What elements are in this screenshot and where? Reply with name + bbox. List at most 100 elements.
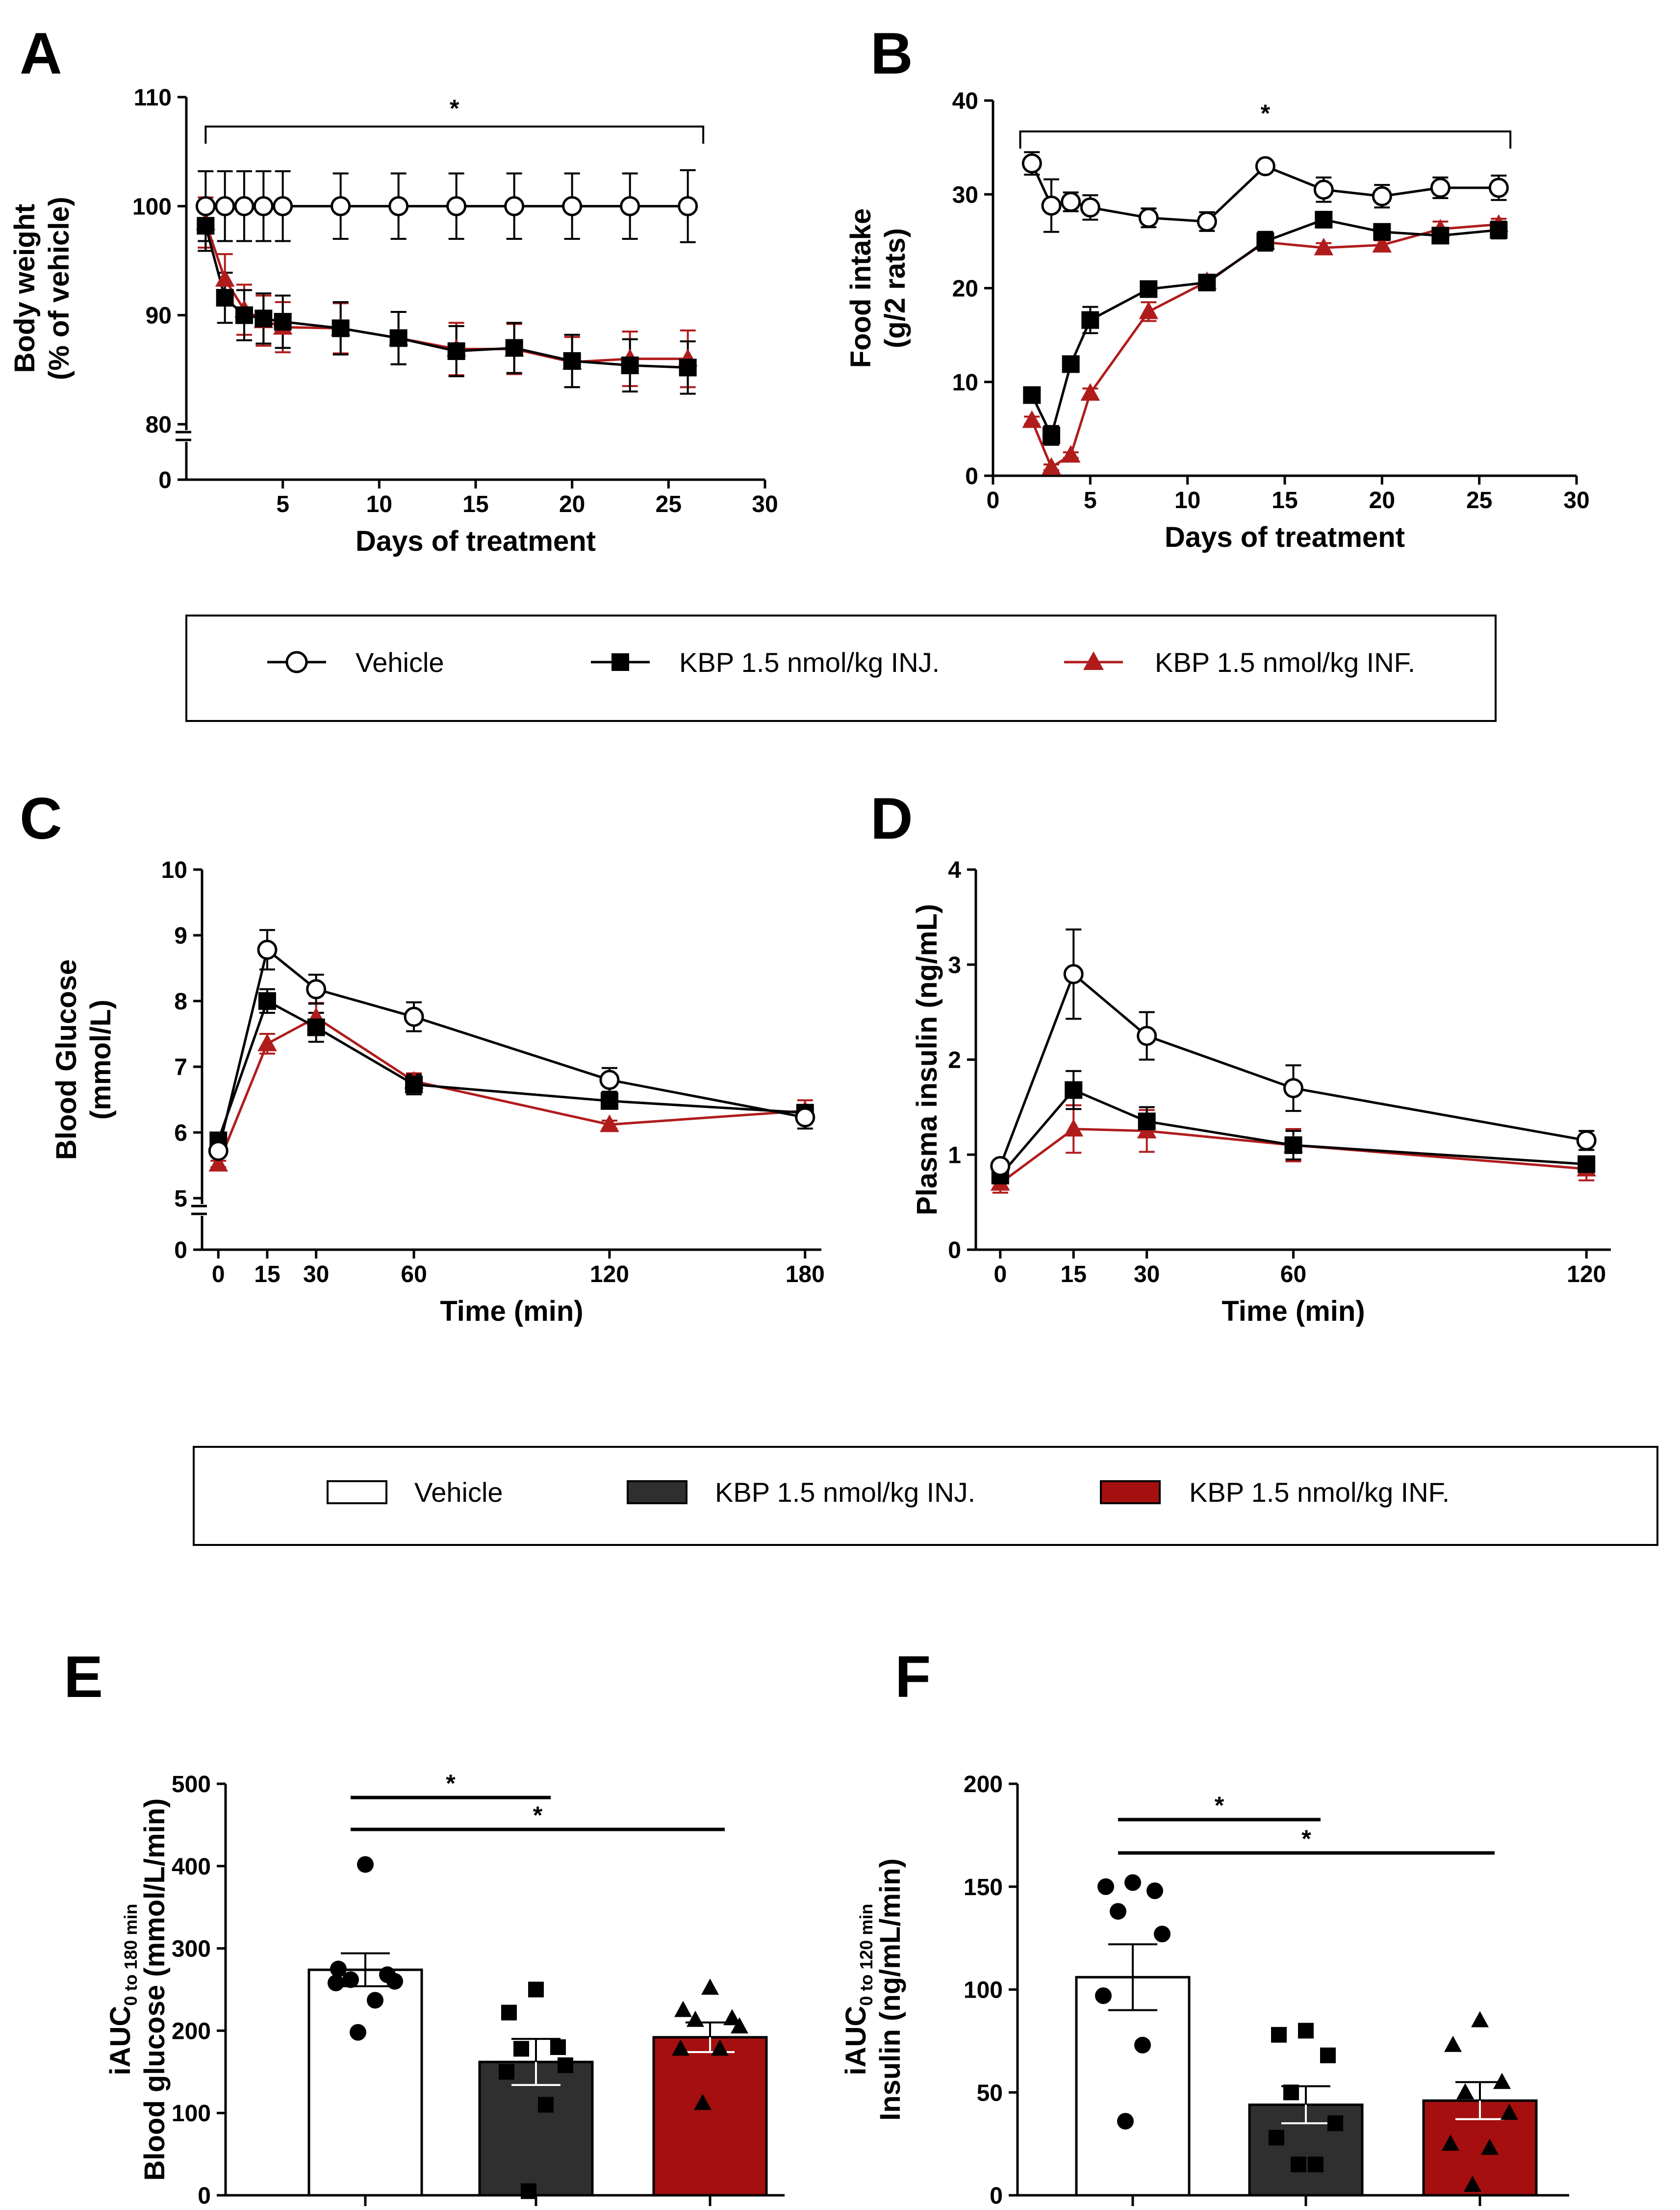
- data-point: [1576, 1130, 1597, 1151]
- y-tick-label: 4: [948, 857, 961, 883]
- data-point: [1043, 426, 1060, 444]
- legend-bars-frame: [193, 1446, 1658, 1546]
- data-point: [234, 196, 255, 216]
- data-point: [1298, 2023, 1314, 2039]
- data-point: [274, 313, 292, 331]
- significance-star: *: [1301, 1825, 1311, 1852]
- data-point: [1137, 1026, 1157, 1046]
- data-point: [306, 979, 327, 1000]
- data-point: [386, 1973, 403, 1990]
- data-point: [1146, 1882, 1163, 1900]
- y-axis-title-2: Blood glucose (mmol/L/min): [139, 1799, 171, 2181]
- data-point: [1110, 1903, 1126, 1920]
- legend-inf-marker: [1083, 651, 1104, 670]
- series-line: [217, 999, 805, 1141]
- data-point: [1442, 2134, 1459, 2151]
- x-tick-label: 30: [752, 491, 778, 517]
- data-point: [307, 1018, 325, 1036]
- x-tick-label: 0: [987, 488, 1000, 514]
- data-point: [255, 309, 273, 328]
- data-point: [1308, 2157, 1324, 2173]
- data-point: [273, 196, 293, 216]
- data-point: [1061, 192, 1081, 212]
- data-point: [1097, 1878, 1114, 1895]
- data-point: [687, 2010, 704, 2027]
- data-point: [257, 1033, 277, 1052]
- significance-star: *: [1261, 100, 1271, 127]
- data-point: [1283, 1078, 1303, 1099]
- y-tick-label: 500: [172, 1772, 211, 1798]
- y-tick-label: 300: [172, 1936, 211, 1962]
- data-point: [1196, 211, 1217, 232]
- panel-letter-f: F: [895, 1644, 931, 1710]
- data-point: [600, 1114, 619, 1132]
- y-tick-label: 0: [198, 2183, 211, 2209]
- legend-inj-marker: [611, 653, 629, 671]
- data-point: [1471, 2011, 1489, 2028]
- x-tick-label: 60: [401, 1261, 427, 1287]
- data-point: [215, 196, 235, 216]
- y-tick-label: 100: [172, 2101, 211, 2127]
- significance-bracket: [204, 126, 705, 144]
- data-point: [1095, 1987, 1112, 2004]
- x-tick-label: 20: [1369, 488, 1395, 514]
- legend-bar-inj-swatch: [627, 1480, 687, 1504]
- data-point: [1493, 2073, 1511, 2089]
- x-tick-label: 10: [1174, 488, 1200, 514]
- data-point: [1139, 301, 1159, 319]
- data-point: [505, 339, 523, 357]
- series-line: [217, 1016, 805, 1165]
- data-point: [1490, 221, 1508, 239]
- data-point: [679, 359, 697, 377]
- significance-star: *: [533, 1801, 543, 1829]
- data-point: [331, 319, 350, 337]
- y-tick-label: 5: [174, 1186, 187, 1212]
- y-axis-title: Blood Glucose: [51, 959, 82, 1160]
- data-point: [1138, 1112, 1156, 1131]
- legend-lines: Vehicle KBP 1.5 nmol/kg INJ. KBP 1.5 nmo…: [185, 615, 1497, 722]
- y-tick-label: 0: [965, 463, 978, 489]
- legend-bar-vehicle-swatch: [327, 1480, 387, 1504]
- data-point: [330, 1960, 347, 1978]
- data-point: [257, 939, 278, 960]
- data-point: [1080, 383, 1100, 401]
- data-point: [1269, 2130, 1284, 2146]
- significance-star: *: [1215, 1792, 1224, 1819]
- y-tick-label: 100: [132, 194, 172, 220]
- data-point: [1062, 355, 1080, 373]
- y-tick-label: 150: [964, 1875, 1003, 1901]
- chart-c-blood-glucose: 0 5 6 7 8 9 10 0 15 30 60 120 180 Time (min) Blood Glu…: [51, 857, 825, 1327]
- y-tick-label: 10: [161, 857, 187, 883]
- y-axis-title: iAUC0 to 180 min: [104, 1904, 141, 2076]
- data-point: [504, 196, 525, 216]
- data-point: [197, 217, 215, 235]
- y-axis-title: Body weight: [9, 204, 41, 373]
- y-tick-label: 0: [158, 467, 172, 493]
- data-point: [499, 2064, 514, 2080]
- series-line: [1031, 223, 1499, 469]
- data-point: [1501, 2104, 1518, 2120]
- data-point: [195, 196, 216, 216]
- data-point: [253, 196, 274, 216]
- chart-d-plasma-insulin: 0 1 2 3 4 0 15 30 60 120 Time (min) Plasma insulin …: [911, 857, 1611, 1327]
- x-tick-label: 10: [366, 491, 392, 517]
- series-line: [1031, 218, 1499, 439]
- y-tick-label: 0: [948, 1237, 961, 1263]
- data-point: [1256, 232, 1274, 250]
- data-point: [1372, 186, 1392, 206]
- legend-bar-inf-swatch: [1100, 1480, 1161, 1504]
- x-tick-label: 20: [559, 491, 585, 517]
- x-axis-title: Time (min): [440, 1295, 583, 1327]
- x-tick-label: 25: [656, 491, 682, 517]
- significance-bracket: [1019, 130, 1512, 149]
- data-point: [216, 289, 234, 307]
- data-point: [674, 2001, 692, 2017]
- x-axis-title: Days of treatment: [1165, 521, 1405, 553]
- data-point: [599, 1070, 620, 1090]
- chart-a-body-weight: 0 80 90 100 110 5 10 15 20 25 30 Days of treatment B…: [9, 85, 778, 557]
- data-point: [1198, 274, 1216, 292]
- data-point: [405, 1076, 423, 1094]
- panel-letter-e: E: [64, 1644, 103, 1710]
